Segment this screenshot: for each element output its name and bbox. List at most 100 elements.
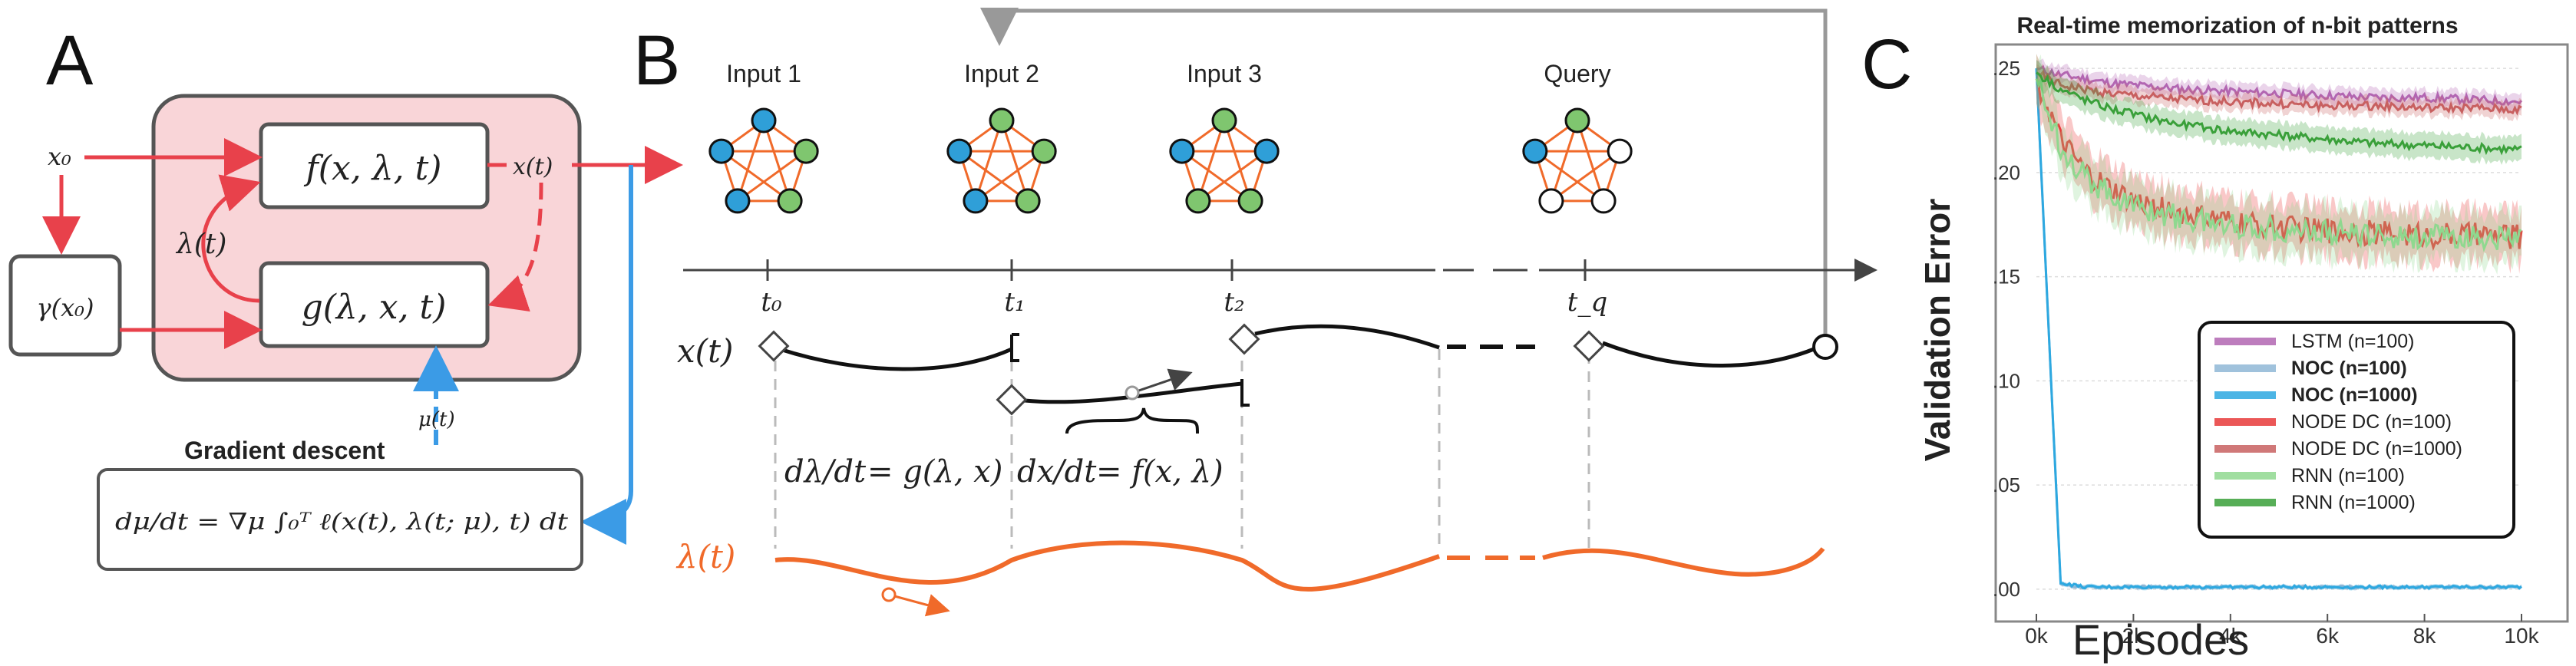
- network-node: [1253, 138, 1280, 164]
- x-reset-diamond-2: [1228, 323, 1260, 355]
- y-tick-label: .15: [1993, 265, 2020, 288]
- network-node: [963, 188, 989, 214]
- network-edge: [1000, 120, 1029, 202]
- network-node: [1564, 107, 1590, 134]
- input-3-label: Input 3: [1187, 60, 1262, 87]
- series-line: [2036, 64, 2523, 107]
- tick-label-t1: t₁: [1004, 287, 1025, 318]
- network-node: [1538, 188, 1564, 214]
- x-brace: [1065, 407, 1199, 434]
- network-node: [777, 188, 803, 214]
- y-tick-label: .25: [1993, 57, 2020, 80]
- x-tick-label: 0k: [2025, 624, 2049, 648]
- x-tick-label: 6k: [2316, 624, 2340, 648]
- lambda-curve-2: [1542, 547, 1825, 577]
- lambda-t-label: λ(t): [175, 229, 226, 260]
- legend-label: NOC (n=1000): [2291, 384, 2418, 406]
- network-node: [946, 138, 973, 164]
- network-node: [751, 107, 777, 134]
- input-1-label: Input 1: [726, 60, 801, 87]
- x-reset-diamond-1: [996, 384, 1028, 416]
- network-edge: [762, 120, 791, 202]
- network-edge: [1576, 120, 1605, 202]
- lambda-tangent-arrow: [888, 593, 950, 617]
- x-reset-diamond-0: [758, 330, 790, 362]
- network-edge: [1551, 150, 1621, 203]
- legend-box: [2198, 321, 2515, 539]
- network-patterns: [708, 107, 1633, 214]
- network-edge: [1550, 120, 1579, 202]
- network-node: [793, 138, 819, 164]
- legend-label: RNN (n=1000): [2291, 492, 2416, 513]
- x-reset-diamond-q: [1573, 330, 1605, 362]
- guide-lines: [774, 349, 1590, 549]
- network-edge: [1197, 120, 1226, 202]
- network-edge: [1534, 150, 1604, 203]
- network-edge: [1223, 120, 1252, 202]
- y-tick-label: .10: [1993, 369, 2020, 392]
- x-tick-label: 10k: [2504, 624, 2539, 648]
- x-axis-title: Episodes: [2072, 615, 2249, 664]
- eq2-lhs: dx/dt: [1017, 454, 1097, 490]
- lambda-loop-arrow: [201, 174, 261, 303]
- network-edge: [975, 150, 1045, 203]
- series-line: [2035, 68, 2522, 591]
- tick-label-t2: t₂: [1224, 287, 1244, 318]
- gradient-equation: dμ/dt = ∇μ ∫₀ᵀ ℓ(x(t), λ(t; μ), t) dt: [115, 509, 569, 536]
- network-node: [1522, 138, 1548, 164]
- network-node: [989, 107, 1015, 134]
- panel-a-letter: A: [46, 21, 94, 100]
- gradient-title: Gradient descent: [184, 437, 385, 464]
- series-band: [2036, 60, 2522, 165]
- legend-label: NODE DC (n=1000): [2291, 438, 2462, 460]
- x-t-row-label: x(t): [677, 332, 733, 370]
- chart-title: Real-time memorization of n-bit patterns: [2016, 13, 2458, 38]
- eq2-rhs: = f(x, λ): [1096, 454, 1224, 490]
- legend-label: RNN (n=100): [2291, 465, 2405, 486]
- network-node: [1185, 188, 1211, 214]
- network-node: [1211, 107, 1237, 134]
- x-end-circle: [1812, 334, 1838, 360]
- series-line: [2035, 78, 2523, 252]
- y-tick-label: .20: [1993, 161, 2020, 184]
- x-feedback-arrow: [487, 182, 543, 312]
- panel-c-letter: C: [1861, 25, 1912, 104]
- network-node: [1607, 138, 1633, 164]
- g-box-label: g(λ, x, t): [302, 288, 447, 327]
- panel-a: A f(x, λ, t) g(λ, x, t) γ(x₀) x₀ λ(t) x(…: [8, 21, 683, 571]
- network-node: [1169, 138, 1195, 164]
- gamma-box: [8, 254, 122, 357]
- x-tick-label: 8k: [2413, 624, 2437, 648]
- gradient-box: [97, 468, 583, 571]
- y-tick-label: .05: [1993, 473, 2020, 496]
- tick-label-t0: t₀: [761, 287, 782, 318]
- input-2-label: Input 2: [964, 60, 1039, 87]
- series-line: [2036, 71, 2522, 156]
- network-node: [1031, 138, 1057, 164]
- gradient-loop-arrow: [580, 165, 633, 545]
- network-edge: [737, 150, 807, 203]
- network-edge: [736, 120, 765, 202]
- query-feedback-arrow: [980, 8, 1828, 338]
- panel-c: C Real-time memorization of n-bit patter…: [1861, 13, 2569, 664]
- network-edge: [1197, 150, 1268, 203]
- x-bracket-2: [1240, 379, 1250, 407]
- x-segment-4: [1602, 341, 1815, 368]
- x-point: [1125, 385, 1140, 401]
- series-line: [2036, 69, 2522, 116]
- series-band: [2036, 54, 2522, 274]
- g-box: [259, 261, 490, 348]
- x-segment-3: [1254, 324, 1440, 350]
- f-box-label: f(x, λ, t): [304, 149, 442, 188]
- chart-area: .00 .05 .10 .15 .20 .25 0k 2k 4k 6k 8k 10k: [1993, 54, 2540, 648]
- network-node: [1590, 188, 1617, 214]
- mu-t-label: μ(t): [418, 408, 455, 431]
- lambda-row-label: λ(t): [675, 538, 735, 575]
- y-tick-label: .00: [1993, 578, 2020, 601]
- legend: LSTM (n=100) NOC (n=100) NOC (n=1000) NODE …: [2214, 331, 2462, 513]
- x-bracket-1: [1010, 333, 1019, 362]
- network-node: [1015, 188, 1041, 214]
- network-edge: [1181, 150, 1251, 203]
- y-axis-title: Validation Error: [1917, 199, 1957, 462]
